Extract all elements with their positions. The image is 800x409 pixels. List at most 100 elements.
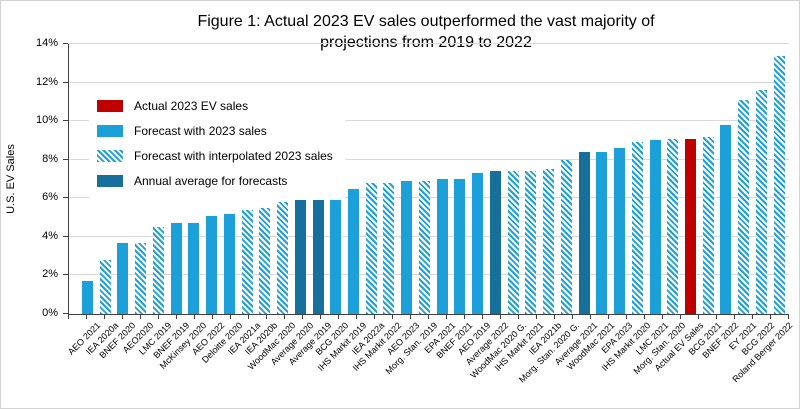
x-tick-mark xyxy=(302,315,303,319)
x-tick-mark xyxy=(230,315,231,319)
x-tick-mark xyxy=(104,315,105,319)
x-axis-labels: AEO 2021 IEA 2020a BNEF 2020 AEO2020 LMC 201… xyxy=(66,319,794,407)
x-tick-mark xyxy=(590,315,591,319)
legend-row-actual: Actual 2023 EV sales xyxy=(97,100,333,112)
x-tick-mark xyxy=(752,315,753,319)
y-tick-mark-12% xyxy=(63,81,68,83)
bar-ihs-markit-2019 xyxy=(348,188,360,314)
legend-label-forecast: Forecast with 2023 sales xyxy=(134,124,267,138)
bar-iea-2021b xyxy=(543,169,555,314)
y-tick-label-2%: 2% xyxy=(42,268,58,281)
bar-iea-2020b xyxy=(259,207,271,314)
x-tick-mark xyxy=(68,315,69,319)
x-tick-mark xyxy=(248,315,249,319)
bar-iea-2020a xyxy=(99,260,111,314)
x-tick-mark xyxy=(554,315,555,319)
x-tick-mark xyxy=(356,315,357,319)
x-tick-mark xyxy=(428,315,429,319)
x-tick-mark xyxy=(212,315,213,319)
y-tick-mark-2% xyxy=(63,274,68,276)
legend-swatch-actual xyxy=(97,100,123,112)
x-tick-mark xyxy=(320,315,321,319)
chart-title-line2: projections from 2019 to 2022 xyxy=(320,33,532,51)
bar-aeo-2019 xyxy=(472,173,484,314)
bar-woodmac-2020-g xyxy=(507,171,519,314)
x-tick-mark xyxy=(176,315,177,319)
y-tick-label-4%: 4% xyxy=(42,229,58,242)
chart-title: Figure 1: Actual 2023 EV sales outperfor… xyxy=(96,12,756,54)
bar-aeo-2021 xyxy=(82,281,93,314)
x-tick-mark xyxy=(194,315,195,319)
y-tick-label-12%: 12% xyxy=(35,75,58,88)
x-tick-mark xyxy=(266,315,267,319)
bar-bnef-2022 xyxy=(720,125,732,314)
legend-row-forecast: Forecast with 2023 sales xyxy=(97,125,333,137)
x-tick-mark xyxy=(482,315,483,319)
x-axis-line xyxy=(68,314,789,315)
x-tick-mark xyxy=(572,315,573,319)
x-tick-mark xyxy=(500,315,501,319)
y-tick-label-6%: 6% xyxy=(42,191,58,204)
bar-actual-ev-sales xyxy=(684,138,696,314)
bar-lmc-2021 xyxy=(649,140,661,314)
legend-label-average: Annual average for forecasts xyxy=(134,174,288,188)
y-axis-ticks: 0% 2% 4% 6% 8% 10% 12% 14% xyxy=(1,38,68,319)
bar-woodmac-2021 xyxy=(596,152,608,314)
bar-average-2019 xyxy=(312,198,324,314)
y-tick-label-0%: 0% xyxy=(42,307,58,319)
legend-swatch-forecast xyxy=(97,125,123,137)
bar-mckinsey-2020 xyxy=(188,223,200,314)
bar-series xyxy=(68,44,789,314)
bar-iea-2021a xyxy=(241,209,253,314)
bar-bnef-2020 xyxy=(117,242,129,314)
bar-lmc-2019 xyxy=(152,227,164,314)
legend-swatch-interpolated xyxy=(97,150,123,162)
legend-swatch-average xyxy=(97,175,123,187)
bar-aeo2020 xyxy=(135,242,147,314)
bar-ihs-markit-2020 xyxy=(631,142,643,314)
x-tick-mark xyxy=(410,315,411,319)
y-tick-label-14%: 14% xyxy=(35,37,58,49)
x-tick-mark xyxy=(122,315,123,319)
y-tick-mark-14% xyxy=(63,43,68,44)
x-tick-mark xyxy=(716,315,717,319)
bar-bcg-2021 xyxy=(702,136,714,314)
bar-roland-berger-2022 xyxy=(773,55,785,314)
bar-average-2022 xyxy=(489,171,501,314)
y-tick-mark-10% xyxy=(63,120,68,122)
bar-average-2020 xyxy=(294,200,306,314)
y-tick-label-10%: 10% xyxy=(35,114,58,127)
x-tick-mark xyxy=(374,315,375,319)
x-tick-mark xyxy=(734,315,735,319)
x-tick-mark xyxy=(644,315,645,319)
x-tick-mark xyxy=(662,315,663,319)
bar-morg-stan-2019 xyxy=(418,180,430,314)
x-tick-mark xyxy=(338,315,339,319)
y-tick-mark-4% xyxy=(63,235,68,237)
bar-epa-2021 xyxy=(436,179,448,314)
bar-deloitte-2020 xyxy=(223,213,235,314)
x-tick-mark xyxy=(608,315,609,319)
x-tick-mark xyxy=(680,315,681,319)
y-tick-label-8%: 8% xyxy=(42,152,58,165)
bar-morg-stan-2020-g xyxy=(560,159,572,314)
bar-epa-2023 xyxy=(614,148,626,314)
x-tick-mark xyxy=(284,315,285,319)
chart-title-line1: Figure 1: Actual 2023 EV sales outperfor… xyxy=(197,13,655,30)
x-tick-mark xyxy=(446,315,447,319)
x-label-cell-roland-berger-2022: Roland Berger 2022 xyxy=(730,319,794,407)
x-tick-mark xyxy=(158,315,159,319)
bar-bcg-2020 xyxy=(330,198,342,314)
y-tick-mark-8% xyxy=(63,158,68,160)
bar-aeo-2023 xyxy=(401,180,413,314)
bar-bnef-2019 xyxy=(170,223,182,314)
x-tick-mark xyxy=(464,315,465,319)
gridline-12% xyxy=(68,81,789,83)
x-tick-mark xyxy=(140,315,141,319)
legend-label-interpolated: Forecast with interpolated 2023 sales xyxy=(134,149,333,163)
bar-ihs-markit-2022 xyxy=(383,182,395,314)
x-tick-mark xyxy=(518,315,519,319)
y-tick-mark-0% xyxy=(63,313,68,314)
bar-ey-2021 xyxy=(738,99,750,314)
